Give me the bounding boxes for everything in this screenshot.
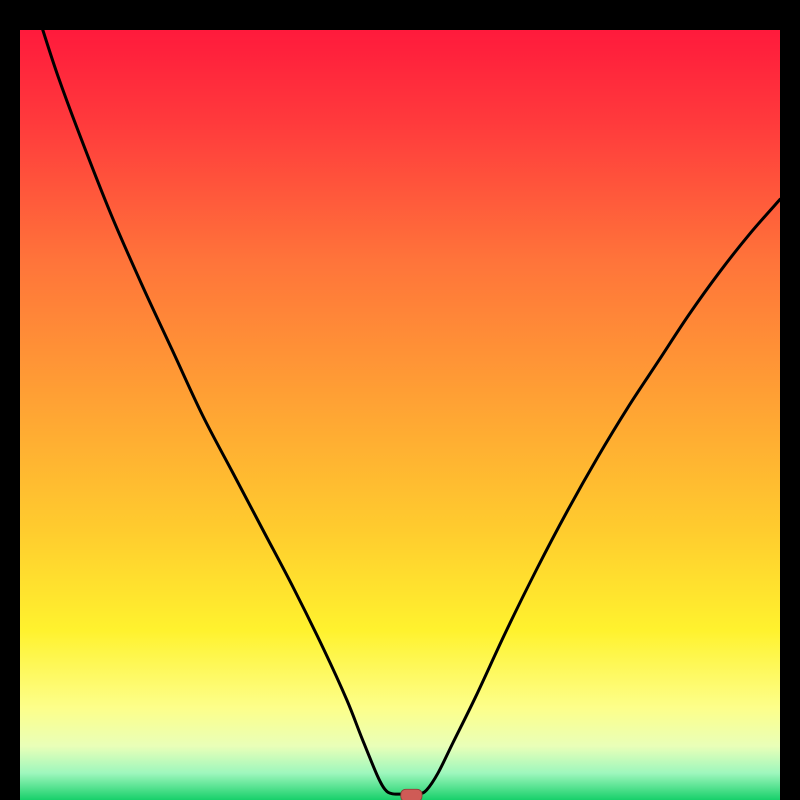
bottleneck-curve-chart xyxy=(0,0,800,800)
optimum-marker xyxy=(401,789,422,800)
frame-left xyxy=(0,0,20,800)
plot-background xyxy=(20,30,780,800)
frame-top xyxy=(0,0,800,30)
chart-container: TheBottleneck.com xyxy=(0,0,800,800)
frame-right xyxy=(780,0,800,800)
